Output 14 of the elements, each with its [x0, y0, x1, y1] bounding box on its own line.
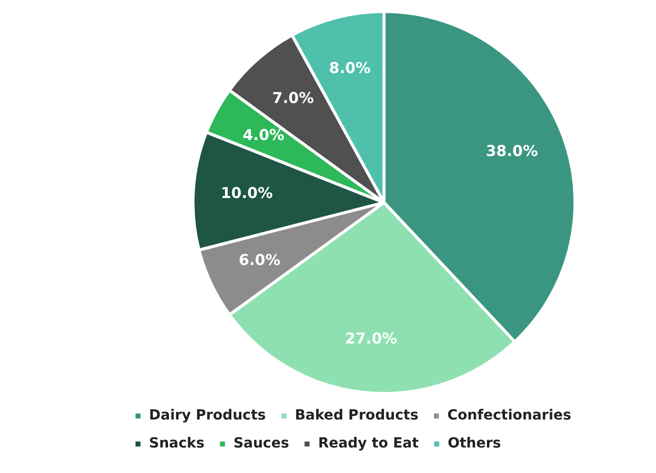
legend-label: Dairy Products — [149, 408, 266, 424]
data-label: 27.0% — [345, 329, 398, 348]
legend-label: Snacks — [149, 436, 204, 452]
data-label: 6.0% — [238, 250, 280, 269]
data-label: 4.0% — [242, 126, 284, 144]
legend-label: Confectionaries — [447, 408, 572, 424]
data-label: 10.0% — [220, 184, 273, 202]
data-label: 38.0% — [486, 142, 538, 160]
data-label: 8.0% — [328, 59, 371, 78]
legend-label: Ready to Eat — [318, 436, 420, 452]
legend-label: Baked Products — [294, 408, 418, 424]
legend-label: Others — [448, 436, 501, 452]
legend-label: Sauces — [233, 436, 290, 452]
data-label: 7.0% — [272, 89, 314, 108]
